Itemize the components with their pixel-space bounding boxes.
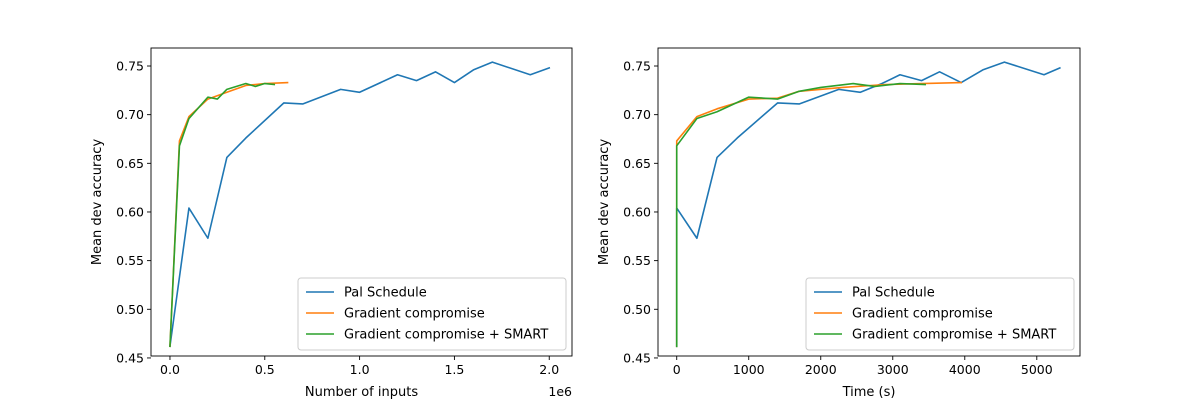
y-tick-label: 0.75 bbox=[116, 59, 144, 74]
legend-entry-2: Gradient compromise + SMART bbox=[344, 328, 548, 343]
y-tick-label: 0.60 bbox=[116, 204, 144, 219]
series-line-2 bbox=[169, 82, 276, 348]
y-tick-label: 0.50 bbox=[116, 302, 144, 317]
x-tick-label: 1000 bbox=[733, 362, 765, 377]
legend-box bbox=[805, 277, 1075, 351]
x-tick-label: 3000 bbox=[877, 362, 909, 377]
y-tick-label: 0.65 bbox=[623, 156, 651, 171]
legend: Pal Schedule Gradient compromise Gradient … bbox=[805, 277, 1075, 351]
legend: Pal Schedule Gradient compromise Gradient … bbox=[297, 277, 567, 351]
y-tick-label: 0.70 bbox=[116, 107, 144, 122]
y-tick-label: 0.65 bbox=[116, 156, 144, 171]
x-axis-label: Number of inputs bbox=[305, 385, 418, 400]
series-line-0 bbox=[169, 61, 551, 348]
x-axis-label: Time (s) bbox=[842, 385, 896, 400]
x-tick-label: 2.0 bbox=[539, 362, 559, 377]
series-line-2 bbox=[675, 82, 927, 348]
x-tick-label: 0.0 bbox=[160, 362, 180, 377]
x-tick-label: 5000 bbox=[1021, 362, 1053, 377]
x-tick-label: 1.0 bbox=[350, 362, 370, 377]
legend-entry-1: Gradient compromise bbox=[852, 307, 993, 322]
x-tick-label: 2000 bbox=[805, 362, 837, 377]
axes-frame bbox=[150, 47, 573, 357]
x-tick-label: 4000 bbox=[949, 362, 981, 377]
legend-entry-0: Pal Schedule bbox=[852, 286, 935, 301]
x-tick-label: 1.5 bbox=[444, 362, 464, 377]
y-axis-label: Mean dev accuracy bbox=[597, 139, 612, 266]
axes-frame bbox=[657, 47, 1081, 357]
series-lines bbox=[169, 61, 551, 348]
y-tick-label: 0.60 bbox=[623, 204, 651, 219]
y-tick-label: 0.45 bbox=[116, 350, 144, 365]
y-tick-label: 0.55 bbox=[116, 253, 144, 268]
legend-entry-1: Gradient compromise bbox=[344, 307, 485, 322]
legend-box bbox=[297, 277, 567, 351]
y-tick-label: 0.55 bbox=[623, 253, 651, 268]
y-tick-label: 0.50 bbox=[623, 302, 651, 317]
chart-accuracy-vs-inputs: 0.0 0.5 1.0 1.5 2.0 0.45 0.50 0.55 0.60 0.65 0.70 0… bbox=[90, 47, 573, 400]
series-lines bbox=[675, 61, 1061, 348]
chart-accuracy-vs-time: 0 1000 2000 3000 4000 5000 0.45 0.50 0.55 0.60 0.6… bbox=[597, 47, 1081, 400]
y-tick-label: 0.70 bbox=[623, 107, 651, 122]
x-axis-offset-label: 1e6 bbox=[548, 384, 572, 399]
legend-entry-2: Gradient compromise + SMART bbox=[852, 328, 1056, 343]
x-tick-label: 0.5 bbox=[255, 362, 275, 377]
y-tick-label: 0.45 bbox=[623, 350, 651, 365]
y-axis-label: Mean dev accuracy bbox=[90, 139, 105, 266]
series-line-0 bbox=[675, 61, 1061, 348]
legend-entry-0: Pal Schedule bbox=[344, 286, 427, 301]
x-tick-label: 0 bbox=[673, 362, 681, 377]
y-tick-label: 0.75 bbox=[623, 59, 651, 74]
